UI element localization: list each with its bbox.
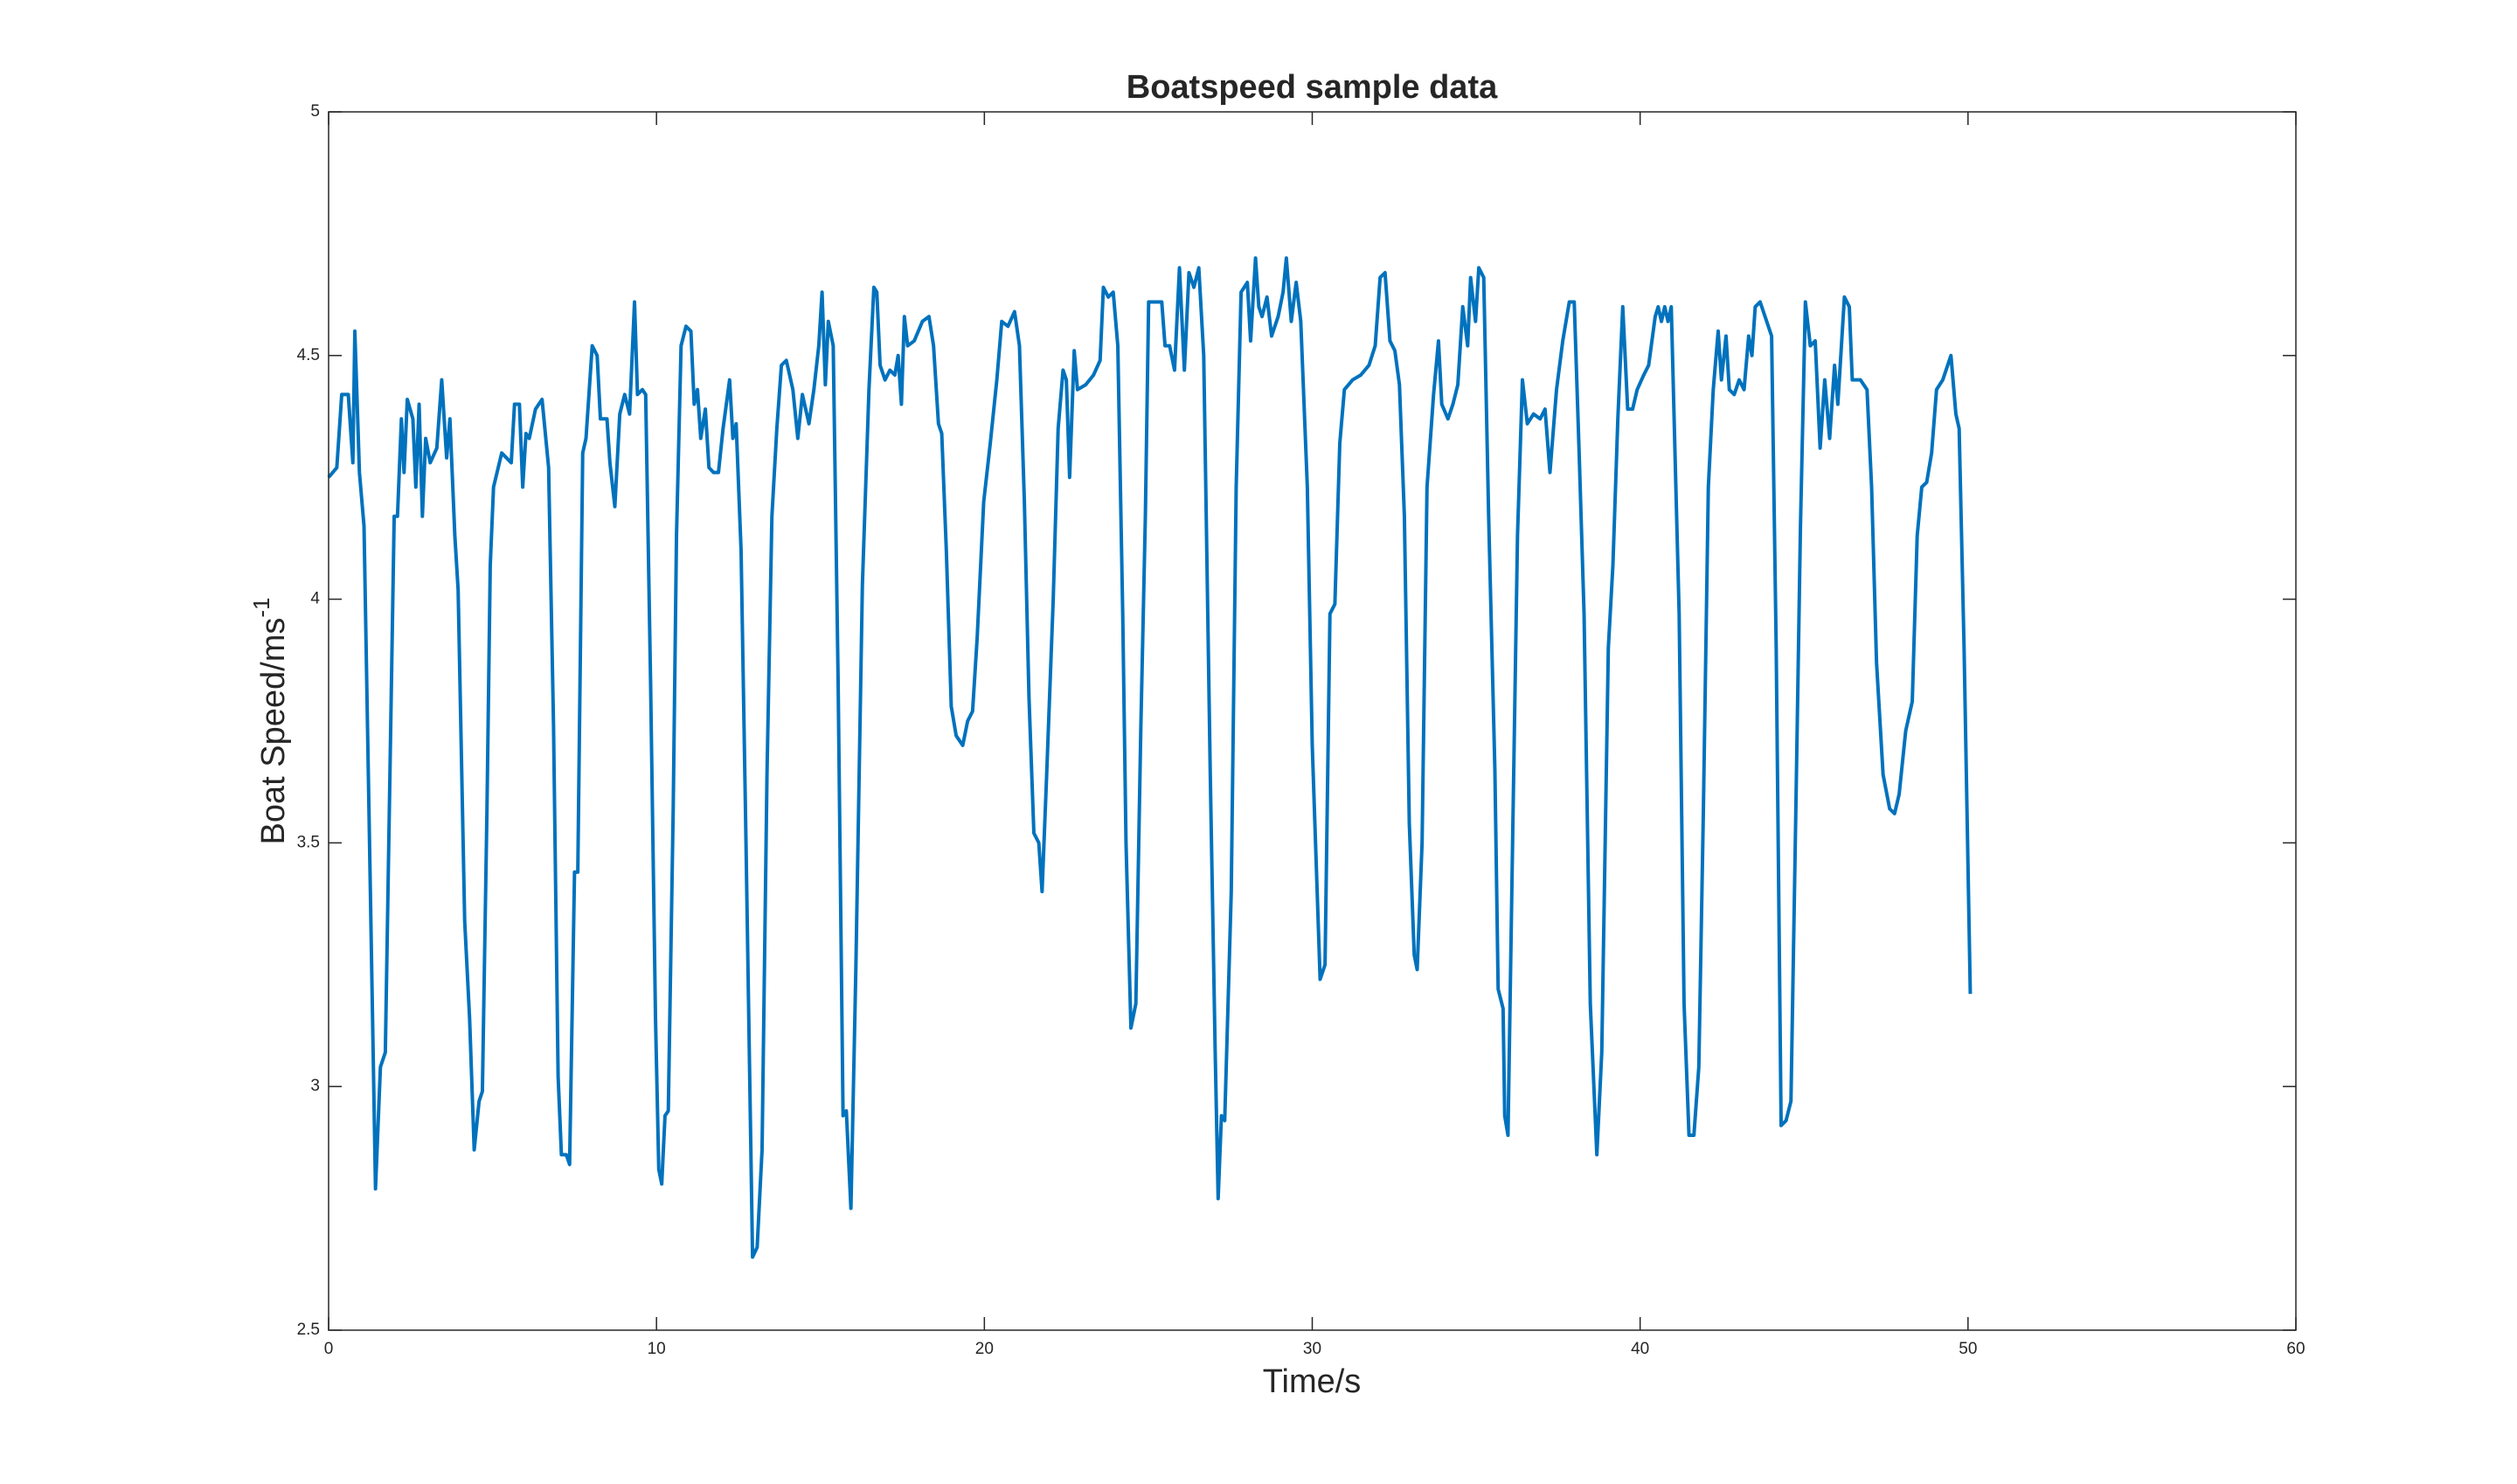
x-tick-label: 30	[1303, 1340, 1321, 1358]
y-tick-label: 4.5	[297, 346, 320, 364]
x-tick-label: 0	[324, 1340, 334, 1358]
chart-title: Boatspeed sample data	[1127, 69, 1498, 106]
y-tick-label: 4	[310, 590, 320, 608]
y-tick-label: 3.5	[297, 833, 320, 851]
y-tick-label: 2.5	[297, 1321, 320, 1339]
x-tick-label: 50	[1959, 1340, 1977, 1358]
x-tick-label: 60	[2286, 1340, 2305, 1358]
x-tick-label: 10	[648, 1340, 666, 1358]
x-axis-label: Time/s	[1263, 1363, 1362, 1400]
y-axis-label: Boat Speed/ms-1	[248, 598, 292, 845]
y-axis-label-main: Boat Speed/ms	[255, 618, 292, 845]
data-line	[327, 256, 1973, 1259]
x-tick-label: 40	[1631, 1340, 1649, 1358]
y-tick-label: 5	[310, 102, 320, 121]
x-tick-label: 20	[975, 1340, 994, 1358]
y-tick-label: 3	[310, 1077, 320, 1095]
axes-box	[328, 111, 2297, 1331]
y-axis-label-superscript: -1	[248, 598, 274, 618]
